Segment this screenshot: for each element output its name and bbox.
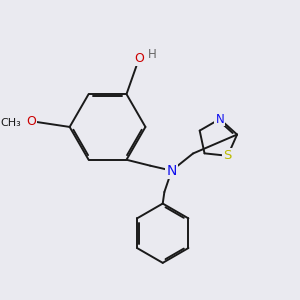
Text: O: O bbox=[134, 52, 144, 65]
Text: N: N bbox=[215, 112, 224, 125]
Text: CH₃: CH₃ bbox=[0, 118, 21, 128]
Text: N: N bbox=[167, 164, 177, 178]
Text: S: S bbox=[224, 149, 232, 162]
Text: H: H bbox=[148, 48, 157, 61]
Text: O: O bbox=[26, 116, 36, 128]
